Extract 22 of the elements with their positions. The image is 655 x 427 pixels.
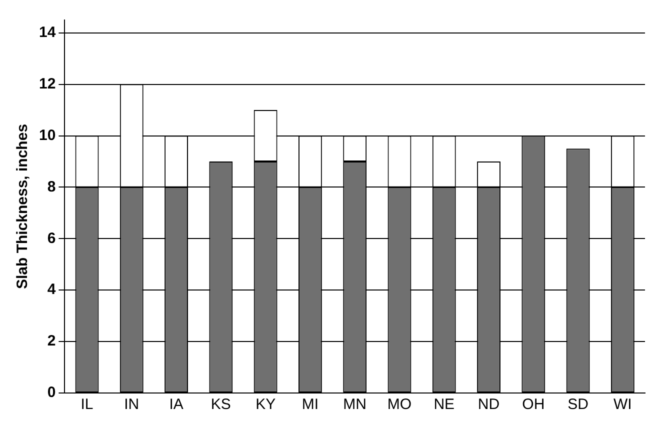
y-tick-label: 0 (47, 384, 56, 402)
x-tick-label: IN (124, 396, 140, 414)
x-tick-label: SD (568, 396, 589, 414)
x-tick-label: MO (387, 396, 412, 414)
x-tick-label: MN (343, 396, 367, 414)
y-axis-title: Slab Thickness, inches (14, 124, 32, 290)
x-tick-label: MI (302, 396, 319, 414)
x-tick-label: NE (434, 396, 455, 414)
x-tick-label: OH (522, 396, 545, 414)
y-tick-label: 4 (47, 281, 56, 298)
x-tick-label: KS (210, 396, 231, 414)
y-tick-label: 12 (38, 75, 56, 92)
y-tick-label: 6 (47, 230, 56, 247)
x-tick-label: WI (614, 396, 632, 414)
y-tick-label: 8 (47, 178, 56, 196)
y-tick-label: 10 (38, 126, 56, 144)
x-tick-label: IL (80, 396, 94, 414)
x-tick-label: IA (169, 396, 184, 414)
x-tick-label: ND (478, 396, 500, 414)
x-tick-label: KY (256, 396, 276, 414)
y-tick-label: 14 (38, 24, 56, 42)
y-tick-label: 2 (47, 332, 56, 350)
